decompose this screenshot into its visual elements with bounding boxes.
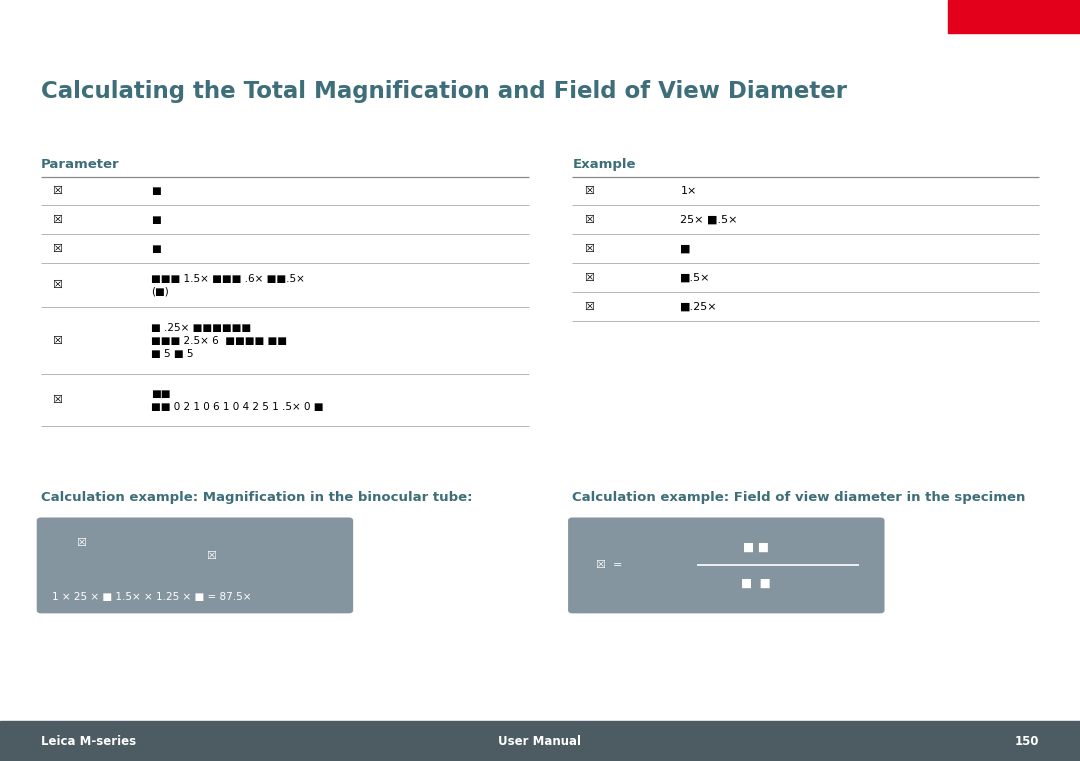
FancyBboxPatch shape (37, 517, 353, 613)
Text: ■.5×: ■.5× (680, 272, 711, 283)
Text: ■: ■ (151, 186, 161, 196)
Text: ☒: ☒ (52, 244, 63, 254)
Text: ■  ■: ■ ■ (741, 577, 771, 591)
Text: Leica M-series: Leica M-series (41, 734, 136, 748)
Text: ☒: ☒ (583, 301, 594, 312)
Text: ☒: ☒ (52, 186, 63, 196)
Text: 1×: 1× (680, 186, 697, 196)
Bar (948, 0, 1080, 33)
Text: 1 × 25 × ■ 1.5× × 1.25 × ■ = 87.5×: 1 × 25 × ■ 1.5× × 1.25 × ■ = 87.5× (52, 591, 252, 602)
Text: ☒: ☒ (52, 395, 63, 406)
Text: ■■
■■ 0 2 1 0 6 1 0 4 2 5 1 .5× 0 ■: ■■ ■■ 0 2 1 0 6 1 0 4 2 5 1 .5× 0 ■ (151, 389, 324, 412)
Text: Parameter: Parameter (41, 158, 120, 171)
Text: ☒: ☒ (52, 336, 63, 346)
Text: ■: ■ (680, 244, 691, 254)
Text: ■ ■: ■ ■ (743, 540, 769, 554)
Text: ☒: ☒ (52, 280, 63, 291)
Text: ■: ■ (151, 244, 161, 254)
Text: ☒: ☒ (583, 244, 594, 254)
Text: ■.25×: ■.25× (680, 301, 718, 312)
Bar (0, 721, 1080, 761)
FancyBboxPatch shape (568, 517, 885, 613)
Text: ■ .25× ■■■■■■
■■■ 2.5× 6  ■■■■ ■■
■ 5 ■ 5: ■ .25× ■■■■■■ ■■■ 2.5× 6 ■■■■ ■■ ■ 5 ■ 5 (151, 323, 287, 359)
Text: Calculating the Total Magnification and Field of View Diameter: Calculating the Total Magnification and … (41, 80, 847, 103)
Text: ☒: ☒ (52, 215, 63, 225)
Text: ☒: ☒ (583, 272, 594, 283)
Text: ■: ■ (151, 215, 161, 225)
Text: ☒: ☒ (583, 215, 594, 225)
Text: User Manual: User Manual (499, 734, 581, 748)
Text: ■■■ 1.5× ■■■ .6× ■■.5×
(■): ■■■ 1.5× ■■■ .6× ■■.5× (■) (151, 274, 305, 297)
Text: Example: Example (572, 158, 636, 171)
Text: Calculation example: Magnification in the binocular tube:: Calculation example: Magnification in th… (41, 491, 473, 504)
Text: ☒: ☒ (76, 538, 85, 549)
Text: Calculation example: Field of view diameter in the specimen: Calculation example: Field of view diame… (572, 491, 1026, 504)
Text: 150: 150 (1014, 734, 1039, 748)
Text: ☒: ☒ (205, 551, 216, 562)
Text: ☒: ☒ (583, 186, 594, 196)
Text: ☒  =: ☒ = (596, 560, 622, 571)
Text: 25× ■.5×: 25× ■.5× (680, 215, 738, 225)
